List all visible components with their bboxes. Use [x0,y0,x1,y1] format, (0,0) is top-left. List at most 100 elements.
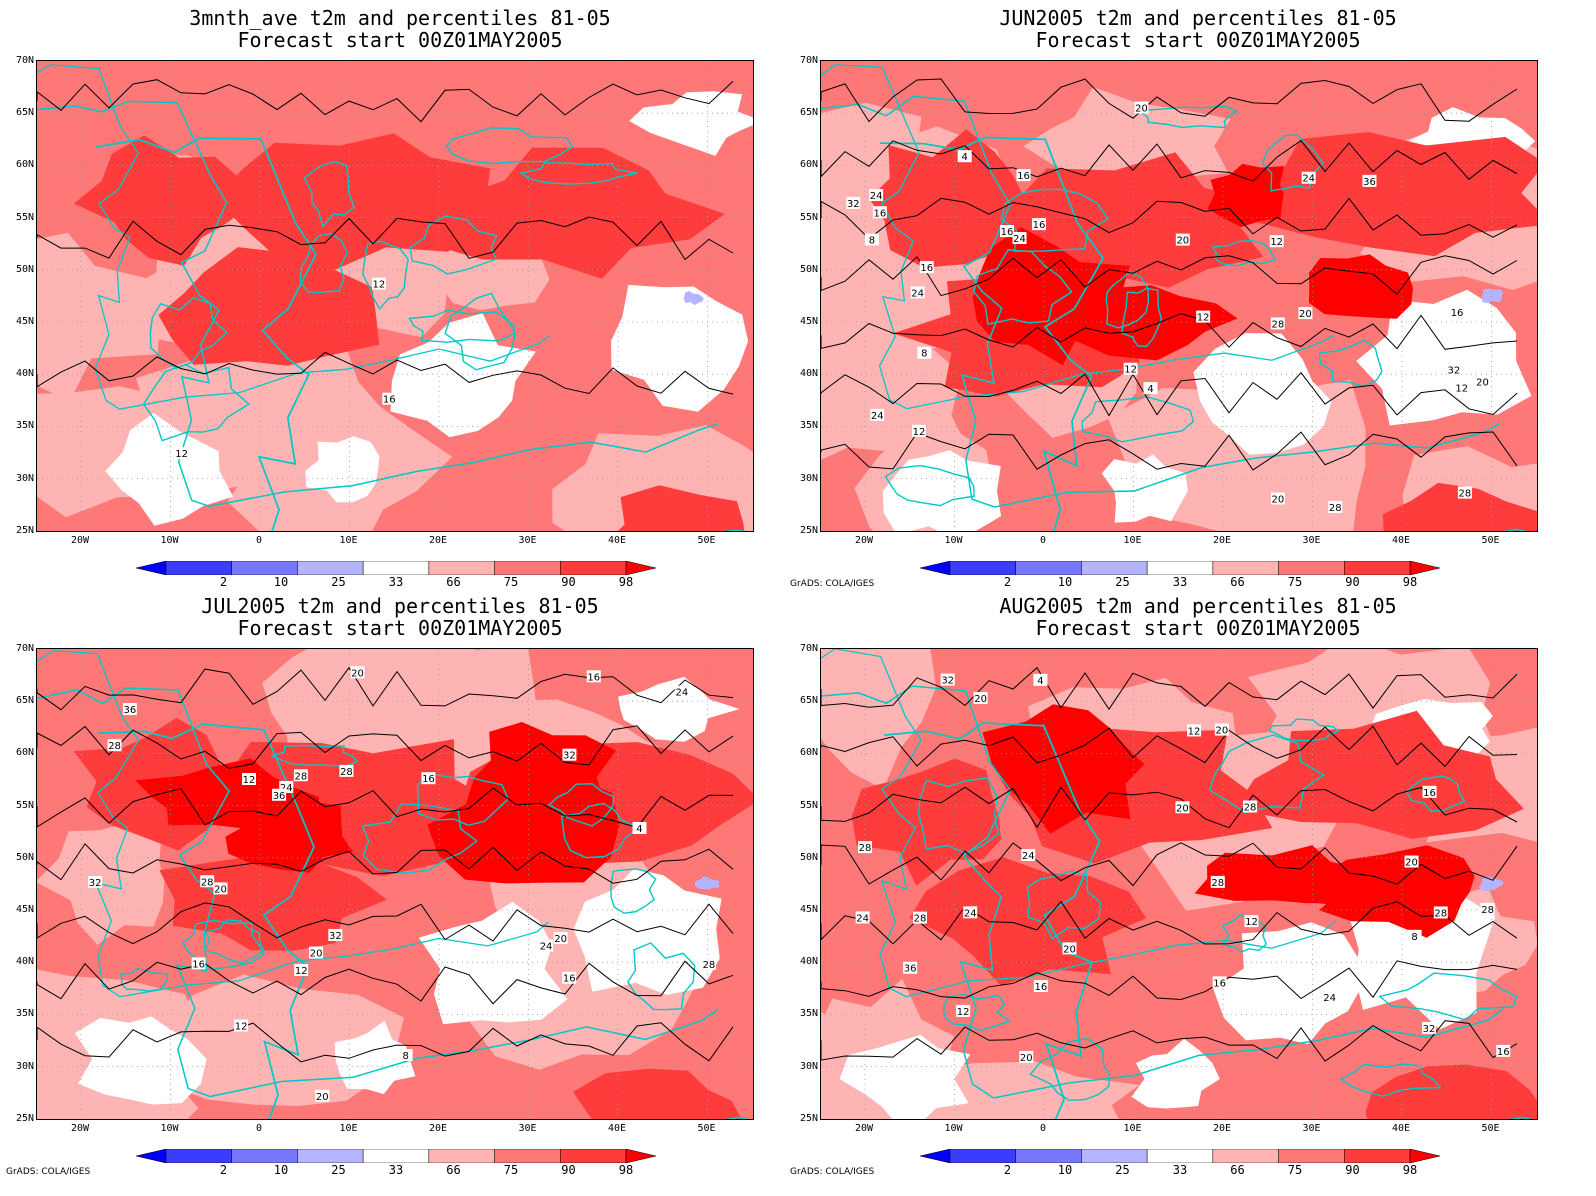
contour-label: 28 [701,957,716,971]
contour-label: 28 [1210,875,1225,889]
percentile-map: 4 4 8 12 12 8 12 16 12 12 16 16 16 20 20 20 16 16 20 24 24 28… [821,61,1537,531]
svg-text:28: 28 [703,960,716,971]
lat-tick-label: 30N [799,1060,818,1072]
colorbar-segment [428,561,495,575]
svg-text:20: 20 [214,884,227,895]
isotherm-contour [821,197,1518,240]
svg-text:28: 28 [1329,503,1342,514]
lon-tick-label: 50E [697,1123,716,1134]
contour-label: 28 [1480,902,1495,916]
contour-label: 16 [919,261,934,274]
colorbar-segment [1146,561,1214,575]
svg-text:12: 12 [373,280,386,291]
shade-90-98 [158,247,380,366]
svg-text:32: 32 [89,878,102,889]
shade-33-66 [611,284,749,412]
contour-label: 20 [1019,1050,1034,1064]
coastline [203,919,265,964]
contour-label: 28 [857,841,872,854]
shade-33-66 [882,450,1002,531]
contour-label: 20 [1475,375,1490,389]
lon-tick-label: 50E [697,535,716,546]
isotherm-contour [821,666,1518,711]
coastline [821,649,1337,998]
contour-label: 20 [1134,101,1149,115]
coastline [821,64,1334,410]
contour-label: 24 [910,286,925,299]
contour-label: 12 [1269,235,1284,248]
colorbar-segment [297,1149,364,1163]
colorbar-label: 33 [388,1163,404,1177]
lat-tick-label: 30N [15,1060,34,1072]
contour-label: 32 [940,673,955,687]
colorbar-label: 90 [561,575,576,589]
svg-text:8: 8 [1411,932,1417,943]
panel-title-line2: Forecast start 00Z01MAY2005 [237,616,563,640]
contour-label: 20 [309,946,324,960]
svg-text:20: 20 [310,949,323,960]
isotherm-contour [37,787,734,828]
svg-text:16: 16 [383,395,396,406]
lat-tick-label: 55N [15,211,34,223]
isotherm-contour [821,842,1518,887]
colorbar-label: 25 [1115,1163,1130,1177]
shade-above-98 [1314,859,1470,922]
contour-label: 16 [382,392,397,406]
colorbar-segment [1212,561,1279,575]
lon-tick-label: 10E [1123,535,1142,546]
map-plot: 4 8 12 12 16 16 16 16 12 20 20 24 20 20 24 28 28 32 24 36 28… [36,648,754,1120]
shade-25-33 [683,291,704,305]
svg-text:12: 12 [175,449,188,460]
svg-text:16: 16 [1451,308,1464,319]
svg-text:24: 24 [675,688,688,699]
lon-tick-label: 10E [339,535,358,546]
panel-title-line1: JUN2005 t2m and percentiles 81-05 [999,6,1397,30]
contour-label: 28 [1433,906,1448,919]
svg-text:28: 28 [295,771,308,782]
contour-label: 12 [1454,381,1469,394]
svg-text:24: 24 [871,411,884,422]
svg-text:16: 16 [422,774,435,785]
coastline [880,136,1527,531]
coastline [408,309,515,343]
contour-label: 12 [1187,724,1202,737]
contour-label: 12 [371,277,386,291]
lon-tick-label: 20E [428,1123,448,1134]
coastline [119,967,169,992]
contour-label: 20 [1404,855,1419,869]
svg-text:28: 28 [201,877,214,888]
coastline [1121,287,1163,348]
contour-label: 28 [339,764,354,778]
contour-label: 28 [1328,500,1343,514]
svg-text:24: 24 [1022,851,1035,862]
shade-above-98 [1207,163,1285,227]
svg-text:12: 12 [243,775,256,786]
contour-label: 28 [1270,317,1285,330]
lat-tick-label: 30N [15,472,34,484]
lat-tick-label: 25N [799,1112,818,1124]
coastline [444,292,516,371]
contour-label: 4 [632,821,647,835]
lat-tick-label: 40N [15,956,34,968]
coastline [142,363,250,442]
shade-66-75 [37,232,161,401]
shade-33-66 [839,1034,971,1119]
svg-text:24: 24 [280,783,293,794]
contour-label: 20 [1270,492,1285,506]
shade-above-98 [982,704,1145,834]
lat-tick-label: 40N [799,956,818,968]
coastline [361,802,478,874]
colorbar-label: 98 [618,575,634,589]
colorbar-label: 10 [1057,1163,1073,1177]
coastline [942,993,1011,1032]
colorbar [920,1149,1440,1163]
shade-33-66 [629,91,753,156]
contour-label: 8 [864,233,879,247]
svg-text:12: 12 [957,1007,970,1018]
percentile-map: 12 16 12 [37,61,753,531]
shade-25-33 [1481,288,1504,303]
svg-text:20: 20 [1405,858,1418,869]
lat-tick-label: 55N [799,211,818,223]
isotherm-contour [821,313,1518,350]
svg-text:12: 12 [1124,365,1137,376]
